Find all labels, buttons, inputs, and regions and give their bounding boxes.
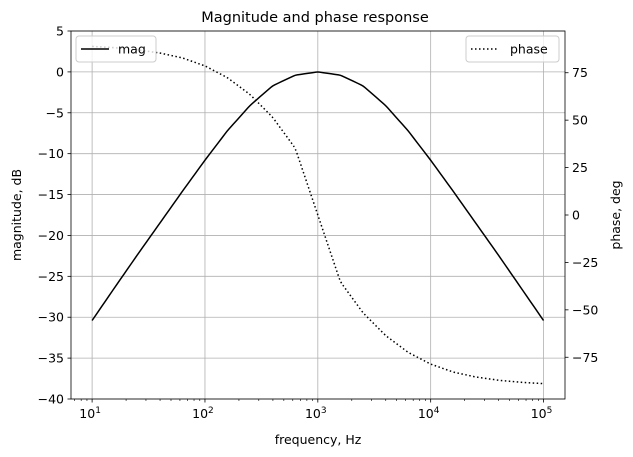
x-axis-ticks: 101 102 103 104 105 <box>74 399 553 421</box>
series-lines <box>91 45 545 385</box>
x-axis-label: frequency, Hz <box>275 432 362 447</box>
legend-mag-box <box>75 35 157 63</box>
y-right-tick-label-1: 50 <box>572 113 588 128</box>
x-tick-label-0: 101 <box>79 406 101 421</box>
y-left-tick-label-7: −30 <box>38 310 64 325</box>
y-right-tick-label-3: 0 <box>572 208 580 223</box>
y-left-tick-label-4: −15 <box>38 187 64 202</box>
legend-phase-box <box>465 35 560 63</box>
y-left-tick-label-0: 5 <box>56 24 64 39</box>
series-mag-line <box>91 71 545 321</box>
y-left-tick-label-1: 0 <box>56 64 64 79</box>
x-tick-label-4: 105 <box>531 406 553 421</box>
y-right-tick-label-2: 25 <box>572 160 588 175</box>
y-left-axis-ticks: 5 0 −5 −10 −15 −20 −25 −30 −35 −40 <box>38 24 71 407</box>
y-left-tick-label-6: −25 <box>38 269 64 284</box>
legend-mag-label: mag <box>118 42 146 57</box>
legend-phase-label: phase <box>510 42 548 57</box>
y-left-axis-label: magnitude, dB <box>9 169 24 261</box>
y-left-tick-label-9: −40 <box>38 392 64 407</box>
x-tick-label-2: 103 <box>305 406 327 421</box>
y-right-tick-label-5: −50 <box>572 302 598 317</box>
x-tick-label-1: 102 <box>192 406 214 421</box>
legend-mag: mag <box>75 35 157 63</box>
y-right-tick-label-0: 75 <box>572 65 588 80</box>
y-right-axis-ticks: 75 50 25 0 −25 −50 −75 <box>565 65 598 365</box>
series-phase-line <box>92 45 544 385</box>
y-right-axis-label: phase, deg <box>608 180 623 249</box>
y-left-tick-label-2: −5 <box>46 105 64 120</box>
legend-phase: phase <box>465 35 560 63</box>
y-right-tick-label-4: −25 <box>572 255 598 270</box>
y-left-tick-label-5: −20 <box>38 228 64 243</box>
y-left-tick-label-3: −10 <box>38 146 64 161</box>
y-left-tick-label-8: −35 <box>38 351 64 366</box>
chart-title: Magnitude and phase response <box>201 10 429 26</box>
x-tick-label-3: 104 <box>418 406 440 421</box>
y-right-tick-label-6: −75 <box>572 350 598 365</box>
